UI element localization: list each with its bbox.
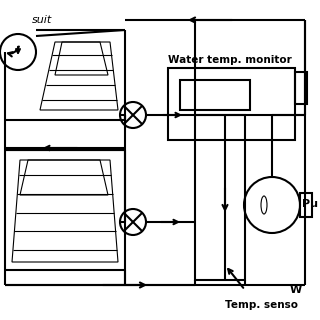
Bar [295, 72, 307, 104]
Text: Pu: Pu [302, 199, 318, 209]
Text: suit: suit [32, 15, 52, 25]
Bar [180, 80, 250, 110]
Text: Water temp. monitor: Water temp. monitor [168, 55, 292, 65]
Bar [195, 115, 245, 280]
Bar [168, 68, 295, 140]
Text: Temp. senso: Temp. senso [225, 300, 298, 310]
Bar [300, 193, 312, 217]
Text: W: W [290, 285, 302, 295]
